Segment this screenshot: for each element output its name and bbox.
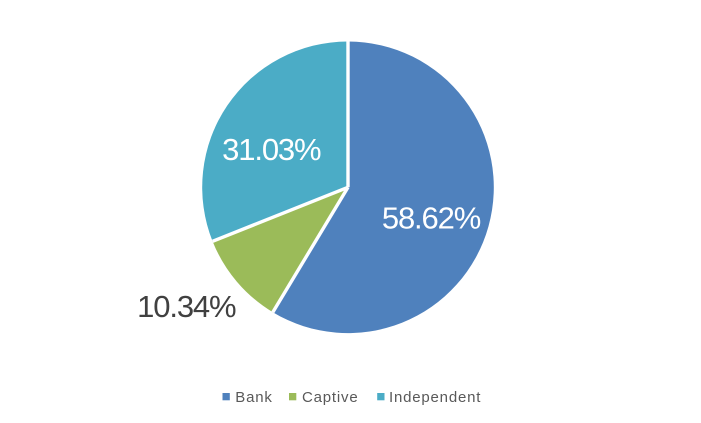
svg-text:58.62%: 58.62% <box>382 201 481 236</box>
svg-text:Captive: Captive <box>302 389 358 406</box>
svg-text:Independent: Independent <box>389 389 481 406</box>
svg-text:Bank: Bank <box>235 389 272 406</box>
svg-text:10.34%: 10.34% <box>137 289 236 324</box>
svg-text:31.03%: 31.03% <box>222 132 321 167</box>
